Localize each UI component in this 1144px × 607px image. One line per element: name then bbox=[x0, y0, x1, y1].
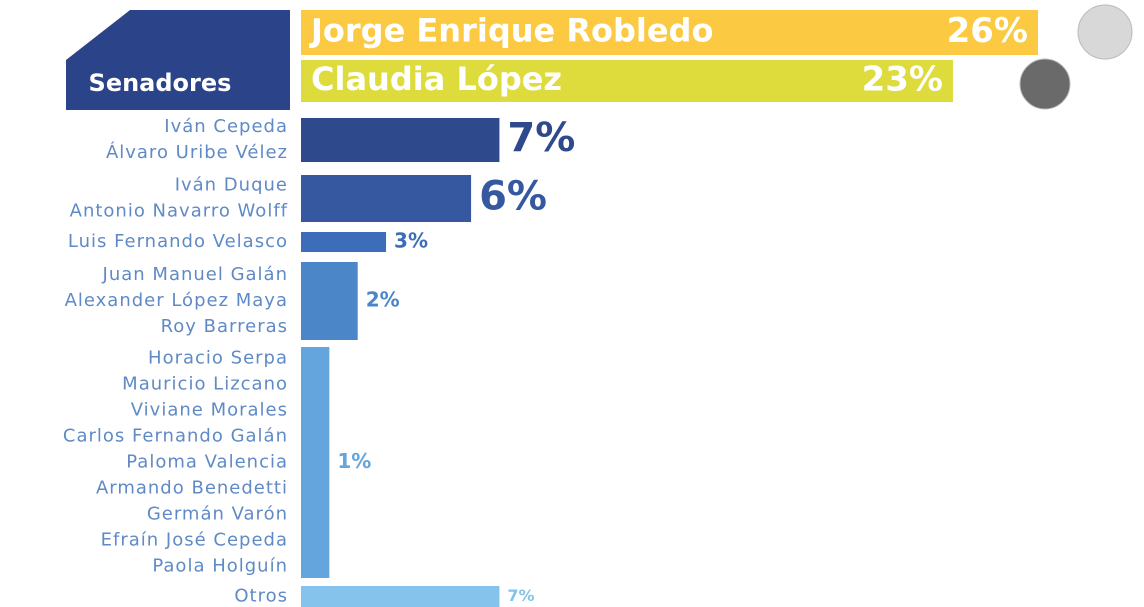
category-label: Alexander López Maya bbox=[65, 290, 288, 311]
category-label: Antonio Navarro Wolff bbox=[70, 201, 288, 222]
category-label: Viviane Morales bbox=[131, 400, 288, 421]
bar-name: Jorge Enrique Robledo bbox=[309, 12, 713, 50]
category-label: Horacio Serpa bbox=[148, 348, 288, 369]
bar bbox=[301, 60, 953, 102]
value-label: 7% bbox=[507, 115, 575, 161]
category-label: Mauricio Lizcano bbox=[122, 374, 288, 395]
category-label: Efraín José Cepeda bbox=[101, 530, 288, 551]
photo bbox=[1019, 58, 1071, 110]
value-label: 26% bbox=[947, 11, 1028, 51]
bar bbox=[301, 347, 330, 578]
category-label: Germán Varón bbox=[147, 504, 288, 525]
bar-name: Claudia López bbox=[311, 60, 562, 98]
category-label: Otros bbox=[234, 586, 288, 607]
value-label: 23% bbox=[862, 60, 943, 100]
bar bbox=[301, 118, 500, 162]
value-label: 7% bbox=[507, 586, 534, 605]
bar bbox=[301, 586, 500, 607]
bar bbox=[301, 262, 358, 340]
value-label: 2% bbox=[366, 288, 400, 312]
category-label: Luis Fernando Velasco bbox=[68, 231, 288, 252]
category-label: Álvaro Uribe Vélez bbox=[106, 141, 288, 163]
category-label: Carlos Fernando Galán bbox=[63, 426, 288, 447]
value-label: 1% bbox=[337, 449, 371, 473]
photo bbox=[1077, 4, 1133, 60]
category-label: Roy Barreras bbox=[161, 316, 288, 337]
chart-title: Senadores bbox=[89, 69, 232, 97]
title-box bbox=[66, 10, 290, 110]
bar bbox=[301, 232, 387, 252]
value-label: 6% bbox=[479, 174, 547, 220]
category-label: Iván Cepeda bbox=[164, 116, 288, 137]
value-label: 3% bbox=[394, 229, 428, 253]
category-label: Paola Holguín bbox=[152, 556, 288, 577]
category-label: Paloma Valencia bbox=[126, 452, 288, 473]
bar bbox=[301, 10, 1038, 55]
category-label: Juan Manuel Galán bbox=[102, 264, 288, 285]
category-label: Armando Benedetti bbox=[96, 478, 288, 499]
category-label: Iván Duque bbox=[175, 175, 288, 196]
bar bbox=[301, 175, 472, 222]
